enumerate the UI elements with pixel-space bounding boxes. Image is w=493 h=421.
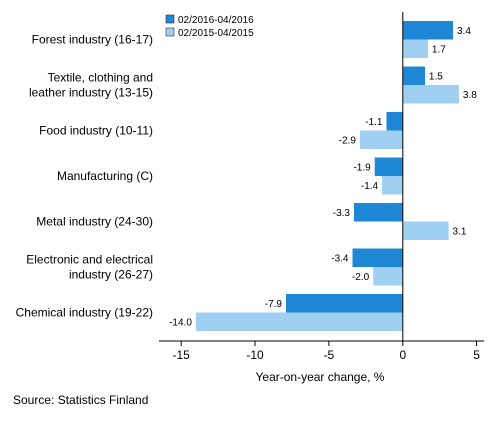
x-tick-label: -5 <box>324 348 335 362</box>
legend: 02/2016-04/2016 02/2015-04/2015 <box>165 14 254 39</box>
category-label-3: Food industry (10-11) <box>39 124 153 138</box>
category-label-7: Chemical industry (19-22) <box>16 306 153 320</box>
category-label-4: Manufacturing (C) <box>57 169 153 183</box>
legend-swatch-series1 <box>165 14 175 24</box>
value-label-series2-cat1: 1.7 <box>432 44 446 55</box>
bar-series2-cat6 <box>373 267 403 286</box>
legend-label-series2: 02/2015-04/2015 <box>178 28 254 39</box>
x-tick-label: 0 <box>399 348 406 362</box>
category-label-line: Forest industry (16-17) <box>32 33 153 47</box>
value-label-series1-cat6: -3.4 <box>331 253 349 264</box>
value-label-series1-cat5: -3.3 <box>333 208 351 219</box>
bar-series1-cat3 <box>386 112 403 131</box>
bars-layer <box>195 21 459 331</box>
legend-label-series1: 02/2016-04/2016 <box>178 15 254 26</box>
x-tick-label: -15 <box>173 348 191 362</box>
category-label-2: Textile, clothing and leather industry (1… <box>29 71 153 100</box>
bar-series1-cat7 <box>286 294 403 313</box>
value-label-series2-cat7: -14.0 <box>169 317 192 328</box>
value-label-series2-cat3: -2.9 <box>339 135 357 146</box>
source-note: Source: Statistics Finland <box>13 393 148 407</box>
category-label-line: Chemical industry (19-22) <box>16 306 153 320</box>
category-label-1: Forest industry (16-17) <box>32 33 153 47</box>
x-tick-label: -10 <box>246 348 264 362</box>
value-labels-layer: 3.41.71.53.8-1.1-2.9-1.9-1.4-3.33.1-3.4-… <box>169 26 477 328</box>
category-label-6: Electronic and electrical industry (26-27… <box>26 253 153 282</box>
bar-series2-cat2 <box>402 85 459 104</box>
bar-series2-cat7 <box>195 312 403 331</box>
value-label-series2-cat5: 3.1 <box>453 226 467 237</box>
category-label-line: Metal industry (24-30) <box>36 215 153 229</box>
category-label-line: Manufacturing (C) <box>57 169 153 183</box>
bar-series1-cat5 <box>354 203 403 222</box>
category-label-5: Metal industry (24-30) <box>36 215 153 229</box>
x-tick-label: 5 <box>473 348 480 362</box>
category-label-line: Food industry (10-11) <box>39 124 153 138</box>
bar-series2-cat1 <box>402 39 428 58</box>
value-label-series1-cat7: -7.9 <box>265 299 283 310</box>
category-label-line: leather industry (13-15) <box>29 86 153 100</box>
value-label-series1-cat4: -1.9 <box>353 162 371 173</box>
bar-series2-cat4 <box>382 176 403 195</box>
bar-series1-cat2 <box>402 66 425 85</box>
bar-series1-cat1 <box>402 21 453 40</box>
value-label-series1-cat2: 1.5 <box>429 71 443 82</box>
legend-swatch-series2 <box>165 27 175 37</box>
category-labels-layer: Forest industry (16-17) Textile, clothing… <box>16 33 153 320</box>
value-label-series1-cat1: 3.4 <box>457 26 471 37</box>
bar-series1-cat4 <box>374 157 403 176</box>
value-label-series2-cat2: 3.8 <box>463 90 477 101</box>
category-label-line: Electronic and electrical <box>26 253 153 267</box>
bar-series1-cat6 <box>352 248 403 267</box>
category-label-line: Textile, clothing and <box>48 71 153 85</box>
value-label-series2-cat4: -1.4 <box>361 181 379 192</box>
x-axis-title: Year-on-year change, % <box>256 370 385 384</box>
value-label-series1-cat3: -1.1 <box>365 117 383 128</box>
x-axis: -15 -10 -5 0 5 <box>159 12 484 362</box>
category-label-line: industry (26-27) <box>69 268 153 282</box>
value-label-series2-cat6: -2.0 <box>352 272 370 283</box>
bar-series2-cat5 <box>402 221 449 240</box>
bar-series2-cat3 <box>359 130 403 149</box>
